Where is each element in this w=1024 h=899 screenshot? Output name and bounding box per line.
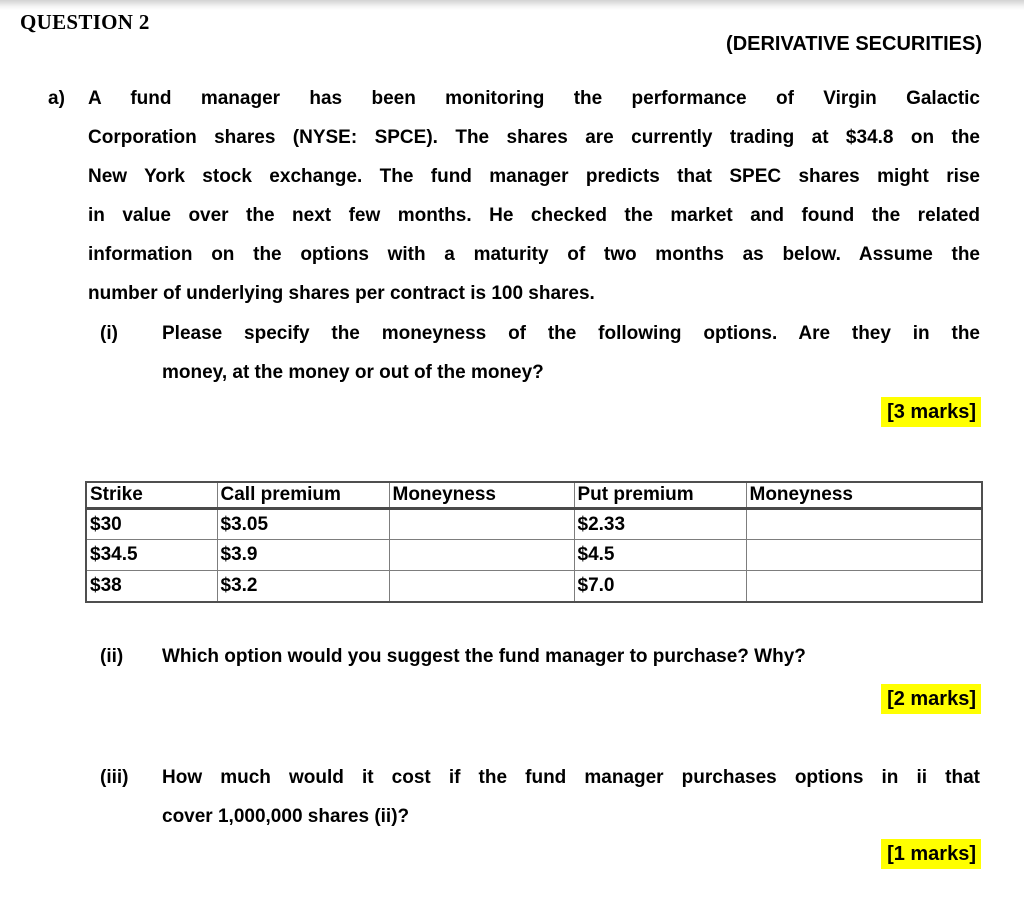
part-i-text: Please specify the moneyness of the foll… (162, 314, 980, 392)
cell-put-premium: $7.0 (573, 570, 747, 602)
col-header-call-moneyness: Moneyness (388, 481, 575, 510)
question-a-line: Corporation shares (NYSE: SPCE). The sha… (88, 127, 980, 148)
marks-badge-part-ii: [2 marks] (881, 684, 981, 714)
cell-call-premium: $3.05 (216, 508, 390, 540)
options-table: Strike Call premium Moneyness Put premiu… (85, 481, 983, 603)
marks-badge-part-i: [3 marks] (881, 397, 981, 427)
table-row: $34.5 $3.9 $4.5 (85, 539, 983, 571)
col-header-call-premium: Call premium (216, 481, 390, 510)
page-top-edge (0, 0, 1024, 10)
part-iii-text: How much would it cost if the fund manag… (162, 758, 980, 836)
part-ii-text: Which option would you suggest the fund … (162, 637, 980, 676)
col-header-put-moneyness: Moneyness (745, 481, 983, 510)
part-i: (i) Please specify the moneyness of the … (100, 314, 980, 392)
question-title: QUESTION 2 (20, 10, 150, 34)
question-a-line: information on the options with a maturi… (88, 244, 980, 265)
cell-call-moneyness (388, 570, 575, 602)
question-a-marker: a) (48, 88, 65, 109)
part-ii-marker: (ii) (100, 646, 124, 667)
part-iii-line: cover 1,000,000 shares (ii)? (162, 806, 410, 827)
table-row: $38 $3.2 $7.0 (85, 570, 983, 602)
marks-row: [1 marks] (881, 839, 981, 869)
question-a-line: A fund manager has been monitoring the p… (88, 88, 980, 109)
section-subtitle: (DERIVATIVE SECURITIES) (726, 33, 982, 55)
part-i-line: Please specify the moneyness of the foll… (162, 323, 980, 344)
cell-call-moneyness (388, 508, 575, 540)
table-row: $30 $3.05 $2.33 (85, 508, 983, 540)
part-iii-line: How much would it cost if the fund manag… (162, 767, 980, 788)
cell-strike: $34.5 (85, 539, 218, 571)
marks-row: [3 marks] (881, 397, 981, 427)
cell-call-premium: $3.9 (216, 539, 390, 571)
col-header-put-premium: Put premium (573, 481, 747, 510)
table-header-row: Strike Call premium Moneyness Put premiu… (85, 481, 983, 510)
question-a-text: A fund manager has been monitoring the p… (88, 79, 980, 313)
col-header-strike: Strike (85, 481, 218, 510)
cell-put-moneyness (745, 570, 983, 602)
cell-put-moneyness (745, 539, 983, 571)
part-i-line: money, at the money or out of the money? (162, 362, 544, 383)
marks-row: [2 marks] (881, 684, 981, 714)
marks-badge-part-iii: [1 marks] (881, 839, 981, 869)
part-ii-line: Which option would you suggest the fund … (162, 646, 806, 667)
cell-put-premium: $2.33 (573, 508, 747, 540)
part-i-marker: (i) (100, 323, 118, 344)
cell-strike: $38 (85, 570, 218, 602)
part-iii: (iii) How much would it cost if the fund… (100, 758, 980, 836)
cell-put-moneyness (745, 508, 983, 540)
cell-call-moneyness (388, 539, 575, 571)
question-a-line: in value over the next few months. He ch… (88, 205, 980, 226)
question-a-line: number of underlying shares per contract… (88, 283, 595, 304)
cell-put-premium: $4.5 (573, 539, 747, 571)
cell-strike: $30 (85, 508, 218, 540)
cell-call-premium: $3.2 (216, 570, 390, 602)
question-a: a) A fund manager has been monitoring th… (48, 79, 980, 313)
part-ii: (ii) Which option would you suggest the … (100, 637, 980, 676)
question-a-line: New York stock exchange. The fund manage… (88, 166, 980, 187)
part-iii-marker: (iii) (100, 767, 129, 788)
